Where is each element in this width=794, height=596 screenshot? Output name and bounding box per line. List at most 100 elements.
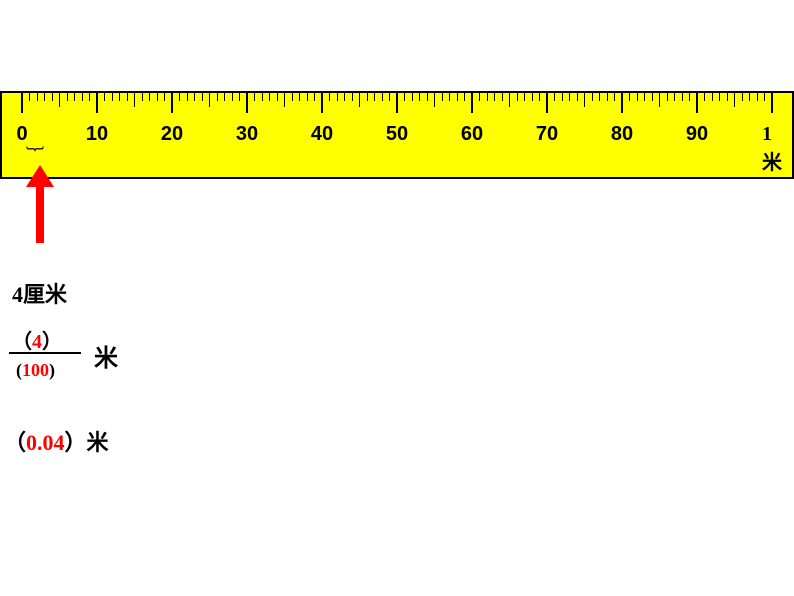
ruler-number: 10 bbox=[86, 123, 108, 146]
ruler-tick bbox=[329, 93, 330, 101]
ruler-tick bbox=[164, 93, 165, 101]
ruler-tick bbox=[44, 93, 45, 101]
ruler-tick bbox=[449, 93, 450, 101]
ruler-tick bbox=[479, 93, 480, 101]
ruler-tick bbox=[682, 93, 683, 101]
fraction-numerator-value: 4 bbox=[32, 331, 42, 353]
decimal-value: 0.04 bbox=[26, 430, 65, 455]
ruler-tick bbox=[539, 93, 540, 101]
ruler-tick bbox=[321, 93, 323, 113]
ruler-tick bbox=[727, 93, 728, 101]
ruler-tick bbox=[82, 93, 83, 101]
ruler-tick bbox=[442, 93, 443, 101]
ruler-tick bbox=[277, 93, 278, 101]
ruler-tick bbox=[659, 93, 660, 107]
ruler-tick bbox=[262, 93, 263, 101]
ruler-tick bbox=[712, 93, 713, 101]
fraction-denominator: (100) bbox=[16, 360, 55, 381]
ruler-tick bbox=[171, 93, 173, 113]
ruler-tick bbox=[494, 93, 495, 101]
ruler-end-label: 1米 bbox=[762, 123, 782, 175]
ruler-tick bbox=[599, 93, 600, 101]
ruler-tick bbox=[532, 93, 533, 101]
ruler-tick bbox=[284, 93, 285, 107]
ruler-tick bbox=[509, 93, 510, 107]
ruler-tick bbox=[104, 93, 105, 101]
ruler-tick bbox=[554, 93, 555, 101]
ruler-tick bbox=[194, 93, 195, 101]
ruler-tick bbox=[142, 93, 143, 101]
ruler-tick bbox=[74, 93, 75, 101]
ruler-tick bbox=[352, 93, 353, 101]
ruler-tick bbox=[434, 93, 435, 107]
ruler-tick bbox=[502, 93, 503, 101]
ruler-tick bbox=[246, 93, 248, 113]
ruler-tick bbox=[59, 93, 60, 107]
ruler-number: 20 bbox=[161, 123, 183, 146]
ruler-number: 30 bbox=[236, 123, 258, 146]
ruler-tick bbox=[629, 93, 630, 101]
ruler-tick bbox=[37, 93, 38, 101]
ruler-number: 60 bbox=[461, 123, 483, 146]
ruler-tick bbox=[667, 93, 668, 101]
arrow-head-icon bbox=[26, 165, 54, 187]
ruler-tick bbox=[157, 93, 158, 101]
ruler-tick bbox=[562, 93, 563, 101]
ruler-tick bbox=[614, 93, 615, 101]
fraction-denominator-value: 100 bbox=[22, 360, 49, 380]
ruler-tick bbox=[232, 93, 233, 101]
ruler-number: 40 bbox=[311, 123, 333, 146]
ruler-tick bbox=[67, 93, 68, 101]
label-centimeter-text: 4厘米 bbox=[12, 282, 67, 307]
ruler-tick bbox=[112, 93, 113, 101]
ruler-tick bbox=[374, 93, 375, 101]
ruler-tick bbox=[21, 93, 23, 113]
ruler-tick bbox=[389, 93, 390, 101]
ruler-tick bbox=[367, 93, 368, 101]
ruler-tick bbox=[269, 93, 270, 101]
ruler-tick bbox=[674, 93, 675, 101]
ruler-number: 80 bbox=[611, 123, 633, 146]
ruler-tick bbox=[52, 93, 53, 101]
ruler-tick bbox=[524, 93, 525, 101]
ruler-tick bbox=[254, 93, 255, 101]
ruler-tick bbox=[771, 93, 773, 113]
ruler-tick bbox=[696, 93, 698, 113]
ruler-tick bbox=[217, 93, 218, 101]
ruler-tick bbox=[209, 93, 210, 107]
ruler-tick bbox=[149, 93, 150, 101]
ruler-tick bbox=[224, 93, 225, 101]
fraction-unit-text: 米 bbox=[94, 346, 118, 372]
ruler-tick bbox=[764, 93, 765, 101]
ruler-tick bbox=[119, 93, 120, 101]
fraction-line bbox=[9, 352, 81, 354]
ruler-tick bbox=[546, 93, 548, 113]
ruler-tick bbox=[202, 93, 203, 101]
label-centimeter: 4厘米 bbox=[12, 277, 67, 309]
ruler-tick bbox=[427, 93, 428, 101]
ruler-tick bbox=[89, 93, 90, 101]
ruler-tick bbox=[652, 93, 653, 101]
ruler-tick bbox=[314, 93, 315, 101]
arrow-stem bbox=[36, 185, 44, 243]
fraction-unit: 米 bbox=[94, 338, 118, 373]
ruler-tick bbox=[404, 93, 405, 101]
ruler-tick bbox=[592, 93, 593, 101]
ruler-tick bbox=[689, 93, 690, 101]
ruler-tick bbox=[742, 93, 743, 101]
paren-close: ) bbox=[49, 360, 55, 380]
ruler-tick bbox=[412, 93, 413, 101]
paren-close: ） bbox=[65, 430, 87, 455]
ruler-tick bbox=[96, 93, 98, 113]
ruler-tick bbox=[337, 93, 338, 101]
ruler-tick bbox=[239, 93, 240, 101]
ruler-tick bbox=[299, 93, 300, 101]
ruler-tick bbox=[757, 93, 758, 101]
ruler-tick bbox=[464, 93, 465, 101]
ruler-tick bbox=[607, 93, 608, 101]
ruler-tick bbox=[396, 93, 398, 113]
paren-open: （ bbox=[12, 331, 32, 353]
ruler-number: 50 bbox=[386, 123, 408, 146]
ruler-tick bbox=[134, 93, 135, 107]
ruler-number: 70 bbox=[536, 123, 558, 146]
